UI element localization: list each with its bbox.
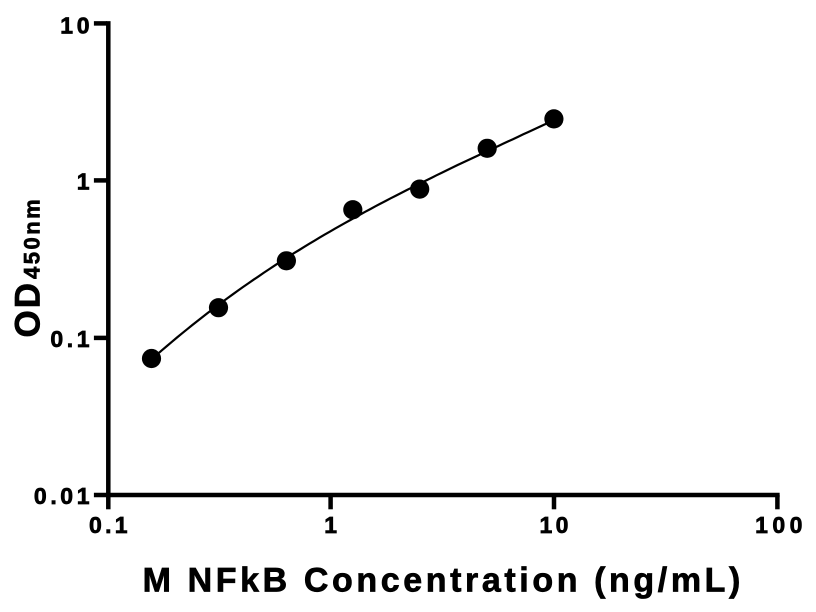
svg-text:0.1: 0.1 <box>50 326 93 352</box>
svg-text:10: 10 <box>60 13 93 39</box>
svg-text:10: 10 <box>540 512 572 538</box>
svg-text:1: 1 <box>324 512 340 538</box>
svg-text:0.1: 0.1 <box>89 512 131 538</box>
svg-text:M NFkB Concentration (ng/mL): M NFkB Concentration (ng/mL) <box>143 561 744 599</box>
svg-text:1: 1 <box>77 169 93 195</box>
svg-text:OD450nm: OD450nm <box>9 197 48 338</box>
svg-text:100: 100 <box>755 512 807 538</box>
svg-text:0.01: 0.01 <box>34 483 93 509</box>
